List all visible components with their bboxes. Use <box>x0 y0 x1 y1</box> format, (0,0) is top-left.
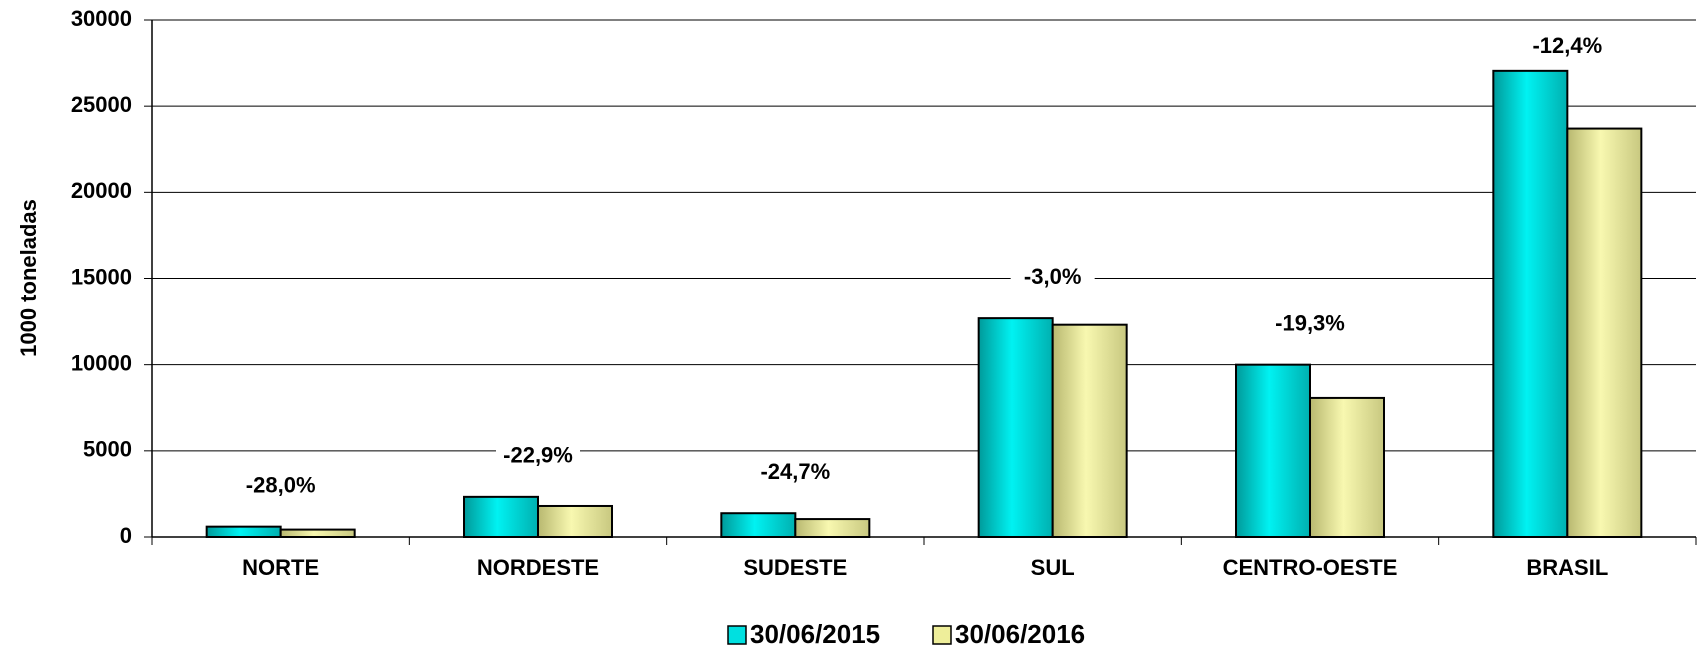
annotation: -24,7% <box>760 459 830 484</box>
bar <box>463 495 539 539</box>
bar <box>1309 396 1385 538</box>
legend-label: 30/06/2015 <box>750 619 880 649</box>
y-tick-label: 5000 <box>83 437 132 462</box>
bar <box>279 528 356 538</box>
annotation-bg <box>1010 264 1095 293</box>
annotation: -19,3% <box>1275 310 1345 335</box>
x-tick-label: CENTRO-OESTE <box>1223 555 1398 580</box>
x-tick-label: NORTE <box>242 555 319 580</box>
x-tick-label: BRASIL <box>1526 555 1608 580</box>
bar <box>537 504 613 539</box>
annotation-bg <box>753 459 838 488</box>
annotation-bg <box>496 442 580 471</box>
y-tick-label: 15000 <box>71 264 132 289</box>
bar <box>1566 127 1643 538</box>
annotation-bg <box>1525 33 1610 61</box>
bar <box>1492 69 1569 538</box>
x-tick-label: SUL <box>1031 555 1075 580</box>
annotation-bg <box>1268 310 1352 339</box>
bar <box>1235 363 1311 538</box>
annotation-bg <box>238 472 323 501</box>
x-tick-label: SUDESTE <box>743 555 847 580</box>
legend-label: 30/06/2016 <box>955 619 1085 649</box>
y-axis-label: 1000 toneladas <box>16 199 41 357</box>
legend-swatch <box>727 625 747 645</box>
bar <box>1051 323 1128 538</box>
annotation: -12,4% <box>1532 33 1602 58</box>
annotation: -28,0% <box>246 472 316 497</box>
bar <box>977 317 1054 538</box>
legend-swatch <box>932 625 952 645</box>
y-tick-label: 0 <box>120 523 132 548</box>
y-tick-label: 20000 <box>71 178 132 203</box>
annotation: -22,9% <box>503 443 573 468</box>
y-tick-label: 25000 <box>71 92 132 117</box>
y-tick-label: 30000 <box>71 6 132 31</box>
bar <box>720 512 797 539</box>
x-tick-label: NORDESTE <box>477 555 599 580</box>
bar <box>205 525 282 538</box>
y-tick-label: 10000 <box>71 350 132 375</box>
bar <box>794 518 871 538</box>
annotation: -3,0% <box>1024 264 1081 289</box>
